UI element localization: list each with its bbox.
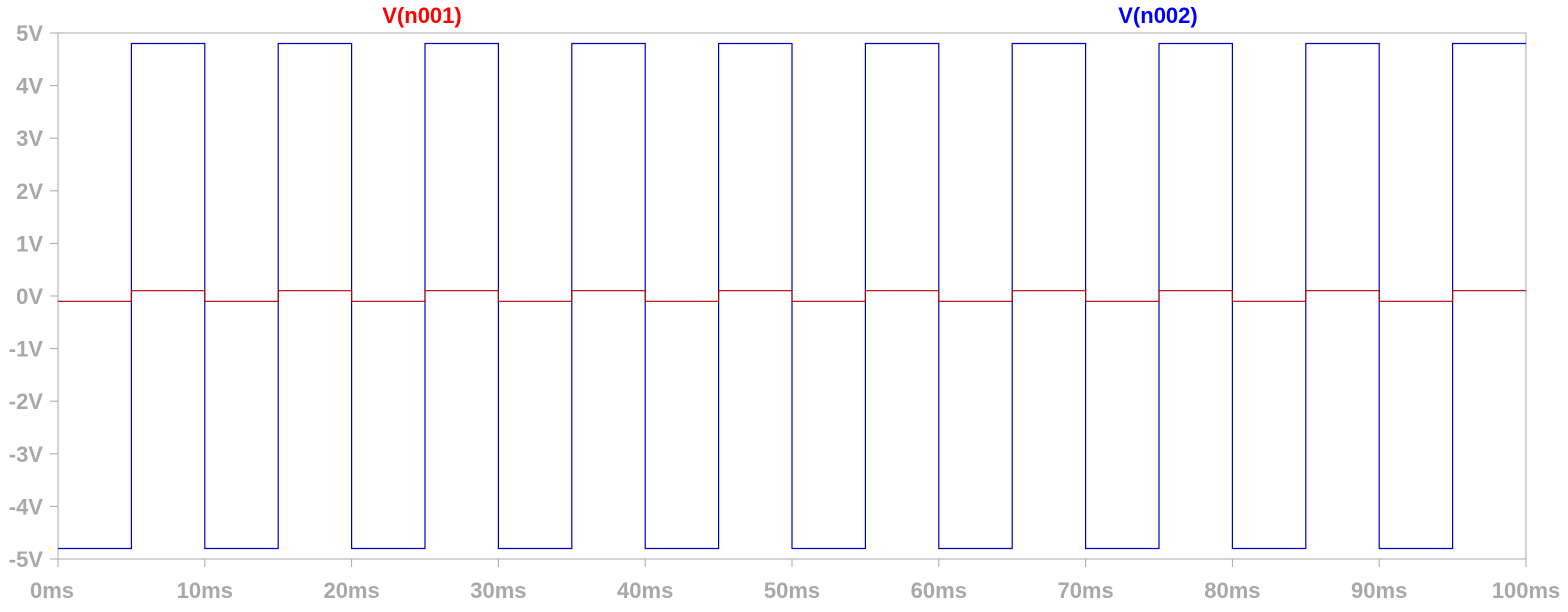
y-tick-label: 0V [16, 284, 43, 309]
x-tick-label: 10ms [177, 578, 233, 603]
x-tick-label: 100ms [1492, 578, 1561, 603]
traces [58, 42, 1526, 550]
x-tick-label: 30ms [470, 578, 526, 603]
y-tick-label: -1V [9, 337, 44, 362]
trace-legend: V(n001) V(n002) [382, 3, 1197, 28]
y-tick-label: -4V [9, 494, 44, 519]
y-tick-label: 1V [16, 231, 43, 256]
trace-label-v-n002[interactable]: V(n002) [1118, 3, 1197, 28]
trace-label-v-n001[interactable]: V(n001) [382, 3, 461, 28]
y-tick-label: 2V [16, 179, 43, 204]
y-axis: 5V 4V 3V 2V 1V 0V -1V -2V -3V -4V -5V [9, 21, 58, 572]
y-tick-label: 5V [16, 21, 43, 46]
y-tick-label: -2V [9, 389, 44, 414]
trace-v-n001 [58, 290, 1526, 302]
x-tick-label: 90ms [1351, 578, 1407, 603]
x-tick-label: 70ms [1057, 578, 1113, 603]
x-axis: 0ms 10ms 20ms 30ms 40ms 50ms 60ms 70ms 80ms 90ms 1… [30, 559, 1560, 603]
x-tick-label: 20ms [323, 578, 379, 603]
y-tick-label: 3V [16, 126, 43, 151]
x-tick-label: 80ms [1204, 578, 1260, 603]
x-tick-label: 60ms [911, 578, 967, 603]
y-tick-label: -5V [9, 547, 44, 572]
y-tick-label: 4V [16, 74, 43, 99]
x-tick-label: 50ms [764, 578, 820, 603]
x-tick-label: 40ms [617, 578, 673, 603]
x-tick-label: 0ms [30, 578, 74, 603]
y-tick-label: -3V [9, 442, 44, 467]
